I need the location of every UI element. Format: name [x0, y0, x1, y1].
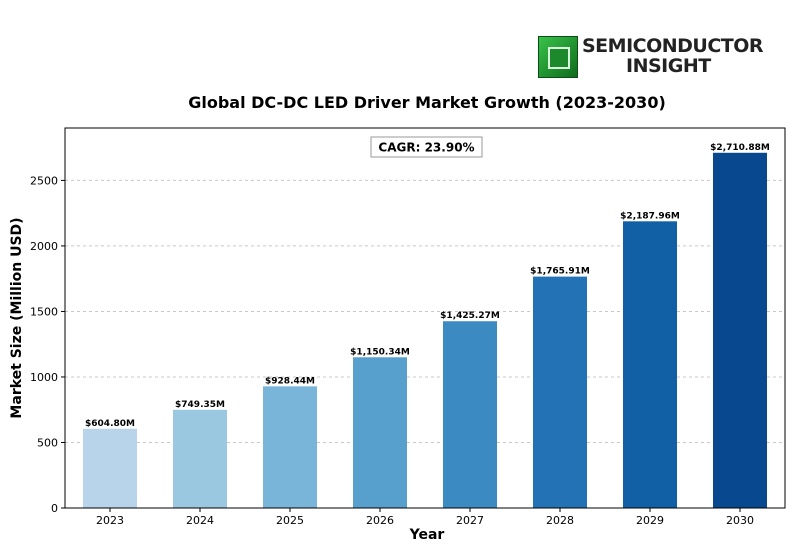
bar-2025: [263, 386, 317, 508]
bar-2027: [443, 321, 497, 508]
logo-line-2: INSIGHT: [626, 55, 711, 77]
chart-title: Global DC-DC LED Driver Market Growth (2…: [188, 93, 666, 112]
bar-2029: [623, 221, 677, 508]
plot-frame: [64, 127, 786, 509]
logo-text: SEMICONDUCTOR INSIGHT: [582, 35, 764, 77]
data-label-2026: $1,150.34M: [350, 347, 410, 357]
data-label-2024: $749.35M: [175, 400, 225, 410]
x-tick-label-2023: 2023: [96, 514, 124, 527]
bar-2030: [713, 152, 767, 508]
data-label-2030: $2,710.88M: [710, 143, 770, 153]
bar-2024: [173, 409, 227, 508]
x-axis-label: Year: [409, 527, 445, 543]
data-label-2023: $604.80M: [85, 419, 135, 429]
axis-ticks: 0 500 1000 1500 2000 2500 2023 2024 2025 2026 2027…: [30, 174, 754, 527]
bar-2026: [353, 357, 407, 508]
x-tick-label-2029: 2029: [636, 514, 664, 527]
y-tick-label: 2000: [30, 240, 58, 253]
data-label-2028: $1,765.91M: [530, 267, 590, 277]
data-label-2029: $2,187.96M: [620, 211, 680, 221]
semiconductor-insight-logo: SEMICONDUCTOR INSIGHT: [538, 36, 768, 78]
x-tick-label-2028: 2028: [546, 514, 574, 527]
y-tick-label: 1000: [30, 371, 58, 384]
bar-2023: [83, 428, 137, 508]
y-tick-label: 0: [51, 502, 58, 515]
logo-line-1: SEMICONDUCTOR: [582, 35, 764, 57]
y-tick-label: 1500: [30, 305, 58, 318]
cagr-annotation: CAGR: 23.90%: [370, 136, 483, 158]
data-label-2027: $1,425.27M: [440, 311, 500, 321]
chip-icon: [538, 36, 578, 78]
y-tick-label: 500: [37, 436, 58, 449]
bars: $604.80M $749.35M $928.44M $1,150.34M $1,425…: [83, 143, 770, 508]
data-label-2025: $928.44M: [265, 376, 315, 386]
bar-2028: [533, 276, 587, 508]
y-tick-label: 2500: [30, 174, 58, 187]
x-tick-label-2030: 2030: [726, 514, 754, 527]
x-tick-label-2024: 2024: [186, 514, 214, 527]
x-tick-label-2025: 2025: [276, 514, 304, 527]
cagr-label: CAGR: 23.90%: [378, 141, 474, 155]
y-axis-label: Market Size (Million USD): [9, 217, 25, 418]
x-tick-label-2027: 2027: [456, 514, 484, 527]
x-tick-label-2026: 2026: [366, 514, 394, 527]
